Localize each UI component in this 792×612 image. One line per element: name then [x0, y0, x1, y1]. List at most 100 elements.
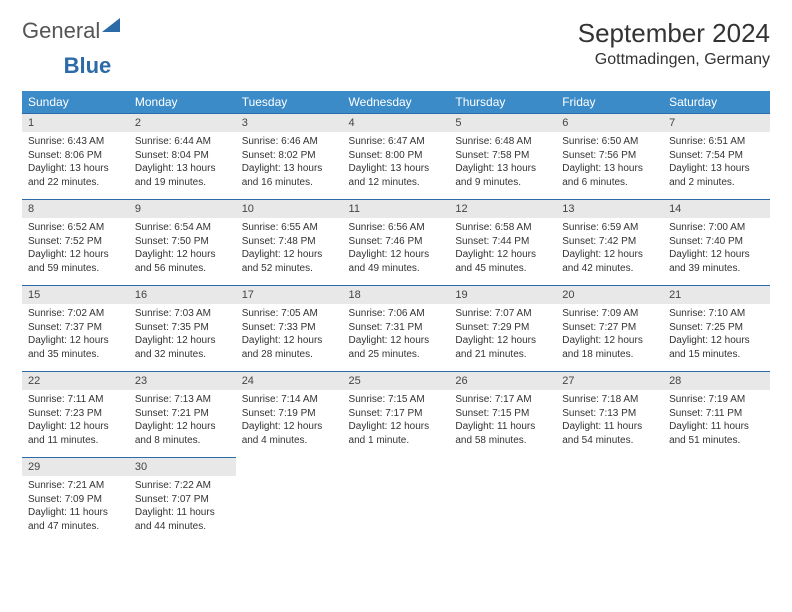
day-number: 21 [663, 286, 770, 305]
daylight-1: Daylight: 12 hours [242, 334, 337, 348]
sunrise: Sunrise: 6:55 AM [242, 221, 337, 235]
day-cell: Sunrise: 7:05 AMSunset: 7:33 PMDaylight:… [236, 304, 343, 372]
daylight-1: Daylight: 12 hours [669, 334, 764, 348]
data-row: Sunrise: 6:52 AMSunset: 7:52 PMDaylight:… [22, 218, 770, 286]
day-cell: Sunrise: 6:56 AMSunset: 7:46 PMDaylight:… [343, 218, 450, 286]
dow-row: Sunday Monday Tuesday Wednesday Thursday… [22, 91, 770, 113]
sunset: Sunset: 7:25 PM [669, 321, 764, 335]
daylight-1: Daylight: 13 hours [562, 162, 657, 176]
daylight-2: and 11 minutes. [28, 434, 123, 448]
sunrise: Sunrise: 7:07 AM [455, 307, 550, 321]
daylight-1: Daylight: 12 hours [28, 334, 123, 348]
sunset: Sunset: 7:52 PM [28, 235, 123, 249]
sunset: Sunset: 7:13 PM [562, 407, 657, 421]
day-cell: Sunrise: 7:22 AMSunset: 7:07 PMDaylight:… [129, 476, 236, 543]
daylight-2: and 25 minutes. [349, 348, 444, 362]
day-cell: Sunrise: 7:17 AMSunset: 7:15 PMDaylight:… [449, 390, 556, 458]
daylight-2: and 4 minutes. [242, 434, 337, 448]
sunset: Sunset: 7:54 PM [669, 149, 764, 163]
daylight-1: Daylight: 13 hours [135, 162, 230, 176]
daylight-2: and 2 minutes. [669, 176, 764, 190]
day-cell: Sunrise: 6:58 AMSunset: 7:44 PMDaylight:… [449, 218, 556, 286]
daylight-1: Daylight: 11 hours [455, 420, 550, 434]
day-cell: Sunrise: 7:18 AMSunset: 7:13 PMDaylight:… [556, 390, 663, 458]
day-cell: Sunrise: 6:54 AMSunset: 7:50 PMDaylight:… [129, 218, 236, 286]
sunrise: Sunrise: 7:03 AM [135, 307, 230, 321]
sunrise: Sunrise: 6:51 AM [669, 135, 764, 149]
day-number: 16 [129, 286, 236, 305]
daylight-2: and 18 minutes. [562, 348, 657, 362]
daylight-1: Daylight: 11 hours [135, 506, 230, 520]
daynum-row: 15161718192021 [22, 286, 770, 305]
sunrise: Sunrise: 7:05 AM [242, 307, 337, 321]
daylight-2: and 54 minutes. [562, 434, 657, 448]
daylight-2: and 39 minutes. [669, 262, 764, 276]
logo-triangle-icon [102, 18, 120, 32]
sunrise: Sunrise: 7:13 AM [135, 393, 230, 407]
day-number: 4 [343, 114, 450, 133]
day-number: 3 [236, 114, 343, 133]
day-cell: Sunrise: 6:52 AMSunset: 7:52 PMDaylight:… [22, 218, 129, 286]
day-number: 13 [556, 200, 663, 219]
sunset: Sunset: 7:23 PM [28, 407, 123, 421]
day-number: 18 [343, 286, 450, 305]
day-cell: Sunrise: 7:03 AMSunset: 7:35 PMDaylight:… [129, 304, 236, 372]
daylight-2: and 58 minutes. [455, 434, 550, 448]
sunset: Sunset: 7:35 PM [135, 321, 230, 335]
daylight-2: and 47 minutes. [28, 520, 123, 534]
daylight-1: Daylight: 11 hours [562, 420, 657, 434]
day-cell [449, 476, 556, 543]
day-number: 29 [22, 458, 129, 477]
daylight-2: and 32 minutes. [135, 348, 230, 362]
day-number: 23 [129, 372, 236, 391]
dow-wed: Wednesday [343, 91, 450, 113]
data-row: Sunrise: 6:43 AMSunset: 8:06 PMDaylight:… [22, 132, 770, 200]
sunrise: Sunrise: 7:10 AM [669, 307, 764, 321]
month-title: September 2024 [578, 18, 770, 49]
dow-sun: Sunday [22, 91, 129, 113]
day-cell: Sunrise: 6:50 AMSunset: 7:56 PMDaylight:… [556, 132, 663, 200]
day-cell: Sunrise: 6:43 AMSunset: 8:06 PMDaylight:… [22, 132, 129, 200]
day-cell: Sunrise: 7:21 AMSunset: 7:09 PMDaylight:… [22, 476, 129, 543]
daylight-1: Daylight: 11 hours [669, 420, 764, 434]
daynum-row: 22232425262728 [22, 372, 770, 391]
sunrise: Sunrise: 6:46 AM [242, 135, 337, 149]
day-cell: Sunrise: 6:47 AMSunset: 8:00 PMDaylight:… [343, 132, 450, 200]
calendar-table: Sunday Monday Tuesday Wednesday Thursday… [22, 91, 770, 113]
daylight-1: Daylight: 13 hours [455, 162, 550, 176]
daylight-2: and 9 minutes. [455, 176, 550, 190]
dow-sat: Saturday [663, 91, 770, 113]
day-number: 9 [129, 200, 236, 219]
sunset: Sunset: 7:09 PM [28, 493, 123, 507]
daynum-row: 2930 [22, 458, 770, 477]
day-cell: Sunrise: 7:07 AMSunset: 7:29 PMDaylight:… [449, 304, 556, 372]
sunset: Sunset: 7:21 PM [135, 407, 230, 421]
day-cell [343, 476, 450, 543]
sunset: Sunset: 7:31 PM [349, 321, 444, 335]
day-cell [663, 476, 770, 543]
dow-tue: Tuesday [236, 91, 343, 113]
day-number: 22 [22, 372, 129, 391]
day-cell: Sunrise: 6:59 AMSunset: 7:42 PMDaylight:… [556, 218, 663, 286]
daylight-1: Daylight: 13 hours [349, 162, 444, 176]
day-number: 5 [449, 114, 556, 133]
daylight-1: Daylight: 12 hours [135, 420, 230, 434]
data-row: Sunrise: 7:21 AMSunset: 7:09 PMDaylight:… [22, 476, 770, 543]
data-row: Sunrise: 7:02 AMSunset: 7:37 PMDaylight:… [22, 304, 770, 372]
daylight-2: and 15 minutes. [669, 348, 764, 362]
day-cell: Sunrise: 7:02 AMSunset: 7:37 PMDaylight:… [22, 304, 129, 372]
sunrise: Sunrise: 7:17 AM [455, 393, 550, 407]
daylight-2: and 59 minutes. [28, 262, 123, 276]
logo-text-2: Blue [64, 53, 112, 78]
sunrise: Sunrise: 7:00 AM [669, 221, 764, 235]
sunset: Sunset: 7:15 PM [455, 407, 550, 421]
daylight-2: and 22 minutes. [28, 176, 123, 190]
sunset: Sunset: 8:04 PM [135, 149, 230, 163]
day-number: 25 [343, 372, 450, 391]
day-number: 11 [343, 200, 450, 219]
sunset: Sunset: 7:07 PM [135, 493, 230, 507]
day-cell: Sunrise: 6:46 AMSunset: 8:02 PMDaylight:… [236, 132, 343, 200]
sunrise: Sunrise: 6:48 AM [455, 135, 550, 149]
sunset: Sunset: 7:46 PM [349, 235, 444, 249]
daylight-2: and 6 minutes. [562, 176, 657, 190]
